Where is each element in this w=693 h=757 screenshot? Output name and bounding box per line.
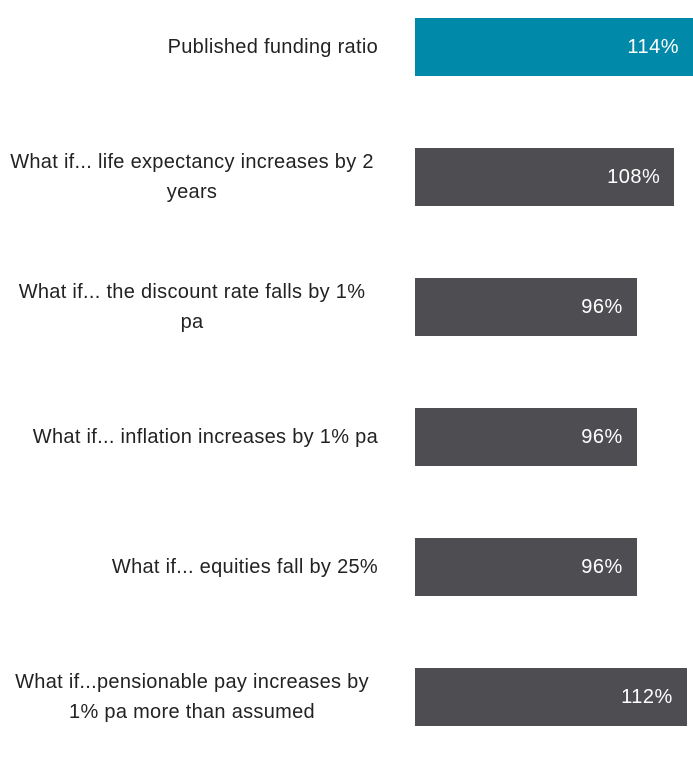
category-label: What if... equities fall by 25% [111,556,378,578]
bar: 96% [415,408,637,466]
category-label-box: What if...pensionable pay increases by 1… [0,637,378,757]
value-label: 108% [607,165,661,188]
bar: 112% [415,668,687,726]
category-label-box: What if... equities fall by 25% [0,507,378,627]
category-label-box: What if... the discount rate falls by 1%… [0,247,378,367]
category-label-box: Published funding ratio [0,0,378,107]
bar: 96% [415,278,637,336]
category-label: What if... inflation increases by 1% pa [32,426,378,448]
bar: 108% [415,148,675,206]
category-label: Published funding ratio [167,36,378,58]
bar: 114% [415,18,693,76]
bar: 96% [415,538,637,596]
category-label: What if... life expectancy increases by … [10,151,374,203]
value-label: 96% [581,425,623,448]
category-label-box: What if... inflation increases by 1% pa [0,377,378,497]
value-label: 114% [627,35,679,58]
value-label: 96% [581,295,623,318]
category-label: What if... the discount rate falls by 1%… [18,281,366,333]
category-label: What if...pensionable pay increases by 1… [15,671,369,723]
value-label: 112% [621,685,673,708]
category-label-box: What if... life expectancy increases by … [0,117,378,237]
value-label: 96% [581,555,623,578]
